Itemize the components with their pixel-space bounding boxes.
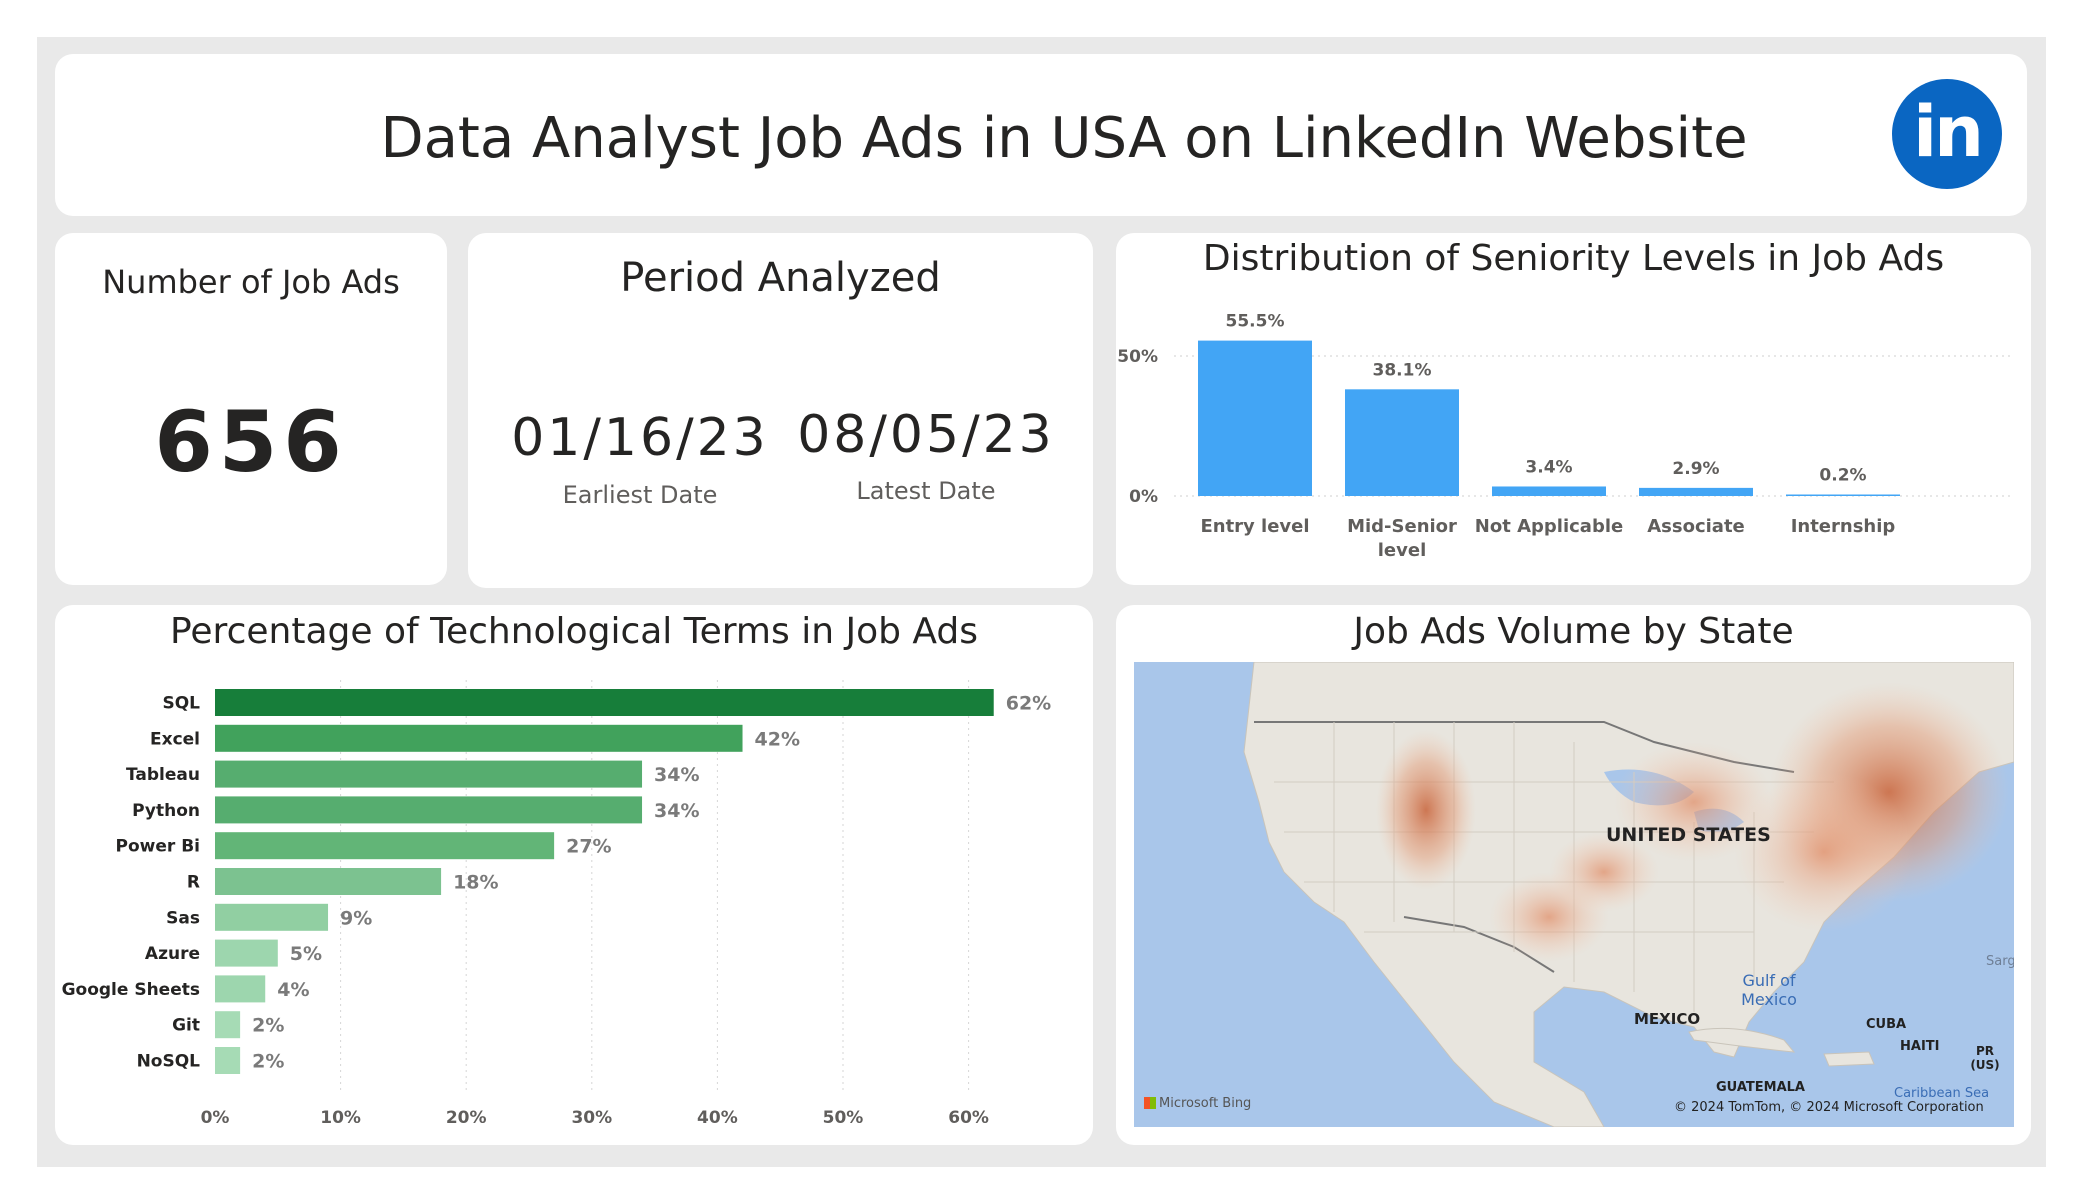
seniority-data-label: 0.2% <box>1819 466 1866 486</box>
tech-bar[interactable] <box>215 796 643 824</box>
map-label-caribbean: Caribbean Sea <box>1894 1086 1990 1101</box>
map-title: Job Ads Volume by State <box>1353 611 1794 652</box>
tech-bar[interactable] <box>215 689 994 716</box>
map-label-haiti: HAITI <box>1900 1039 1940 1054</box>
map-label-cuba: CUBA <box>1866 1017 1907 1032</box>
tech-category-label: Google Sheets <box>62 980 200 1000</box>
tech-data-label: 5% <box>290 943 322 965</box>
seniority-y-tick: 50% <box>1117 347 1158 367</box>
seniority-bar[interactable] <box>1639 487 1753 496</box>
tech-data-label: 62% <box>1006 693 1051 715</box>
bing-mark-icon <box>1144 1097 1156 1109</box>
tech-category-label: Git <box>172 1016 200 1036</box>
tech-category-label: Power Bi <box>116 837 200 857</box>
job-ads-count-card: Number of Job Ads 656 <box>55 233 447 585</box>
seniority-data-label: 2.9% <box>1672 459 1719 479</box>
microsoft-bing-logo: Microsoft Bing <box>1144 1096 1251 1111</box>
map-label-pr: PR (US) <box>1970 1044 2000 1072</box>
period-analyzed-card: Period Analyzed 01/16/23 Earliest Date 0… <box>468 233 1093 588</box>
seniority-chart-title: Distribution of Seniority Levels in Job … <box>1202 238 1945 279</box>
seniority-data-label: 55.5% <box>1226 312 1285 332</box>
tech-category-label: R <box>187 873 200 893</box>
tech-terms-chart-title: Percentage of Technological Terms in Job… <box>169 611 978 652</box>
tech-bar[interactable] <box>215 1011 241 1039</box>
tech-data-label: 27% <box>566 836 611 858</box>
tech-data-label: 2% <box>252 1051 284 1073</box>
tech-category-label: NoSQL <box>137 1052 201 1072</box>
seniority-bar[interactable] <box>1198 340 1312 496</box>
job-ads-count-value: 656 <box>154 393 348 491</box>
seniority-data-label: 38.1% <box>1373 360 1432 380</box>
seniority-data-label: 3.4% <box>1525 457 1572 477</box>
tech-x-tick: 20% <box>446 1108 487 1128</box>
tech-bar[interactable] <box>215 903 329 931</box>
map-label-guatemala: GUATEMALA <box>1716 1080 1805 1095</box>
map-copyright: © 2024 TomTom, © 2024 Microsoft Corporat… <box>1674 1100 1984 1115</box>
latest-date-label: Latest Date <box>856 477 996 505</box>
tech-data-label: 9% <box>340 907 372 929</box>
tech-x-tick: 40% <box>697 1108 738 1128</box>
tech-data-label: 18% <box>453 872 498 894</box>
tech-bar[interactable] <box>215 832 555 860</box>
seniority-bar-chart: 0% 50% 55.5% Entry level 38.1% Mid-Senior leve… <box>1117 312 2011 561</box>
job-ads-count-title: Number of Job Ads <box>102 263 400 301</box>
tech-bar[interactable] <box>215 975 266 1003</box>
seniority-category-label: Associate <box>1647 516 1745 537</box>
seniority-category-label: Entry level <box>1200 516 1309 537</box>
tech-x-tick: 50% <box>823 1108 864 1128</box>
seniority-bar[interactable] <box>1345 389 1459 496</box>
earliest-date-label: Earliest Date <box>562 481 718 509</box>
us-heat-map[interactable]: UNITED STATES MEXICO Gulf of Mexico CUBA… <box>1134 662 2014 1127</box>
map-label-gulf: Gulf of Mexico <box>1741 971 1797 1009</box>
latest-date-value: 08/05/23 <box>797 405 1055 465</box>
tech-bar[interactable] <box>215 760 643 788</box>
linkedin-logo-icon: in <box>1892 79 2002 189</box>
tech-category-label: SQL <box>162 694 200 714</box>
tech-category-label: Azure <box>145 944 200 964</box>
tech-x-tick: 10% <box>320 1108 361 1128</box>
map-label-united-states: UNITED STATES <box>1606 824 1771 846</box>
earliest-date-value: 01/16/23 <box>511 408 769 468</box>
tech-data-label: 4% <box>277 979 309 1001</box>
tech-data-label: 34% <box>654 800 699 822</box>
tech-terms-chart-card: Percentage of Technological Terms in Job… <box>55 605 1093 1145</box>
map-label-sarg: Sarg <box>1986 954 2014 969</box>
tech-bar[interactable] <box>215 724 743 752</box>
tech-bar[interactable] <box>215 1047 241 1074</box>
tech-x-tick: 60% <box>948 1108 989 1128</box>
period-title: Period Analyzed <box>620 255 941 301</box>
seniority-category-label: Mid-Senior level <box>1347 516 1457 561</box>
page-title: Data Analyst Job Ads in USA on LinkedIn … <box>380 106 1748 171</box>
seniority-category-label: Not Applicable <box>1475 516 1623 537</box>
tech-category-label: Tableau <box>126 765 200 785</box>
tech-data-label: 42% <box>755 728 800 750</box>
tech-category-label: Python <box>132 801 200 821</box>
tech-category-label: Excel <box>150 729 200 749</box>
seniority-y-tick: 0% <box>1129 487 1158 507</box>
tech-category-label: Sas <box>166 908 200 928</box>
seniority-category-label: Internship <box>1791 516 1896 537</box>
map-land-shapes <box>1243 662 2014 1127</box>
header-card: Data Analyst Job Ads in USA on LinkedIn … <box>55 54 2027 216</box>
tech-x-tick: 0% <box>201 1108 230 1128</box>
tech-data-label: 34% <box>654 764 699 786</box>
seniority-bar[interactable] <box>1786 494 1900 497</box>
tech-x-tick: 30% <box>571 1108 612 1128</box>
tech-bar[interactable] <box>215 939 278 967</box>
tech-data-label: 2% <box>252 1015 284 1037</box>
map-label-mexico: MEXICO <box>1634 1010 1701 1028</box>
seniority-bar[interactable] <box>1492 486 1606 496</box>
tech-terms-bar-chart: 0% 10% 20% 30% 40% 50% 60% SQL 62% Excel 42% Tablea… <box>62 680 1051 1128</box>
seniority-chart-card: Distribution of Seniority Levels in Job … <box>1116 233 2031 585</box>
tech-bar[interactable] <box>215 868 442 895</box>
state-map-card: Job Ads Volume by State <box>1116 605 2031 1145</box>
